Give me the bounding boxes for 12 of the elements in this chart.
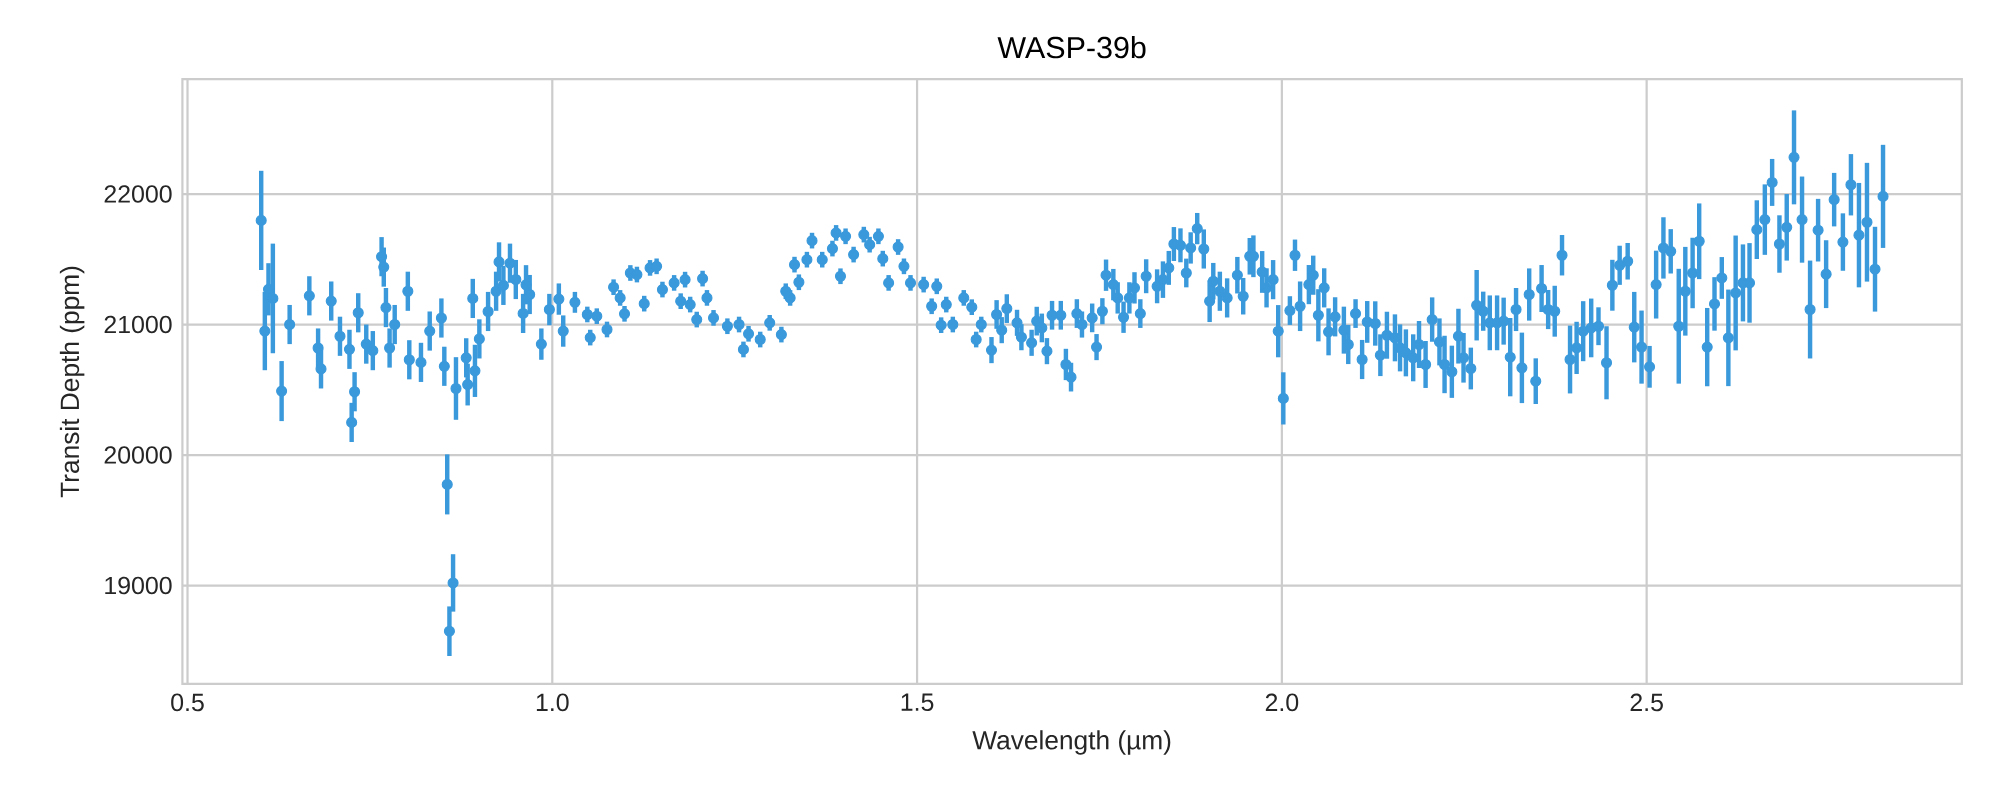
y-tick-label: 22000 <box>104 185 172 203</box>
x-tick-label: 1.5 <box>901 693 934 711</box>
x-tick-label: 2.0 <box>1265 693 1299 712</box>
chart-title: WASP-39b <box>997 36 1146 59</box>
y-tick-label: 20000 <box>104 446 172 464</box>
x-tick-label: 2.5 <box>1630 693 1663 712</box>
x-tick-label: 0.5 <box>171 693 204 712</box>
x-axis-title: Wavelength (µm) <box>972 730 1171 755</box>
y-tick-label: 19000 <box>105 576 172 595</box>
y-axis-title: Transit Depth (ppm) <box>59 266 85 498</box>
y-tick-label: 21000 <box>104 315 172 334</box>
x-tick-label: 1.0 <box>536 693 569 712</box>
